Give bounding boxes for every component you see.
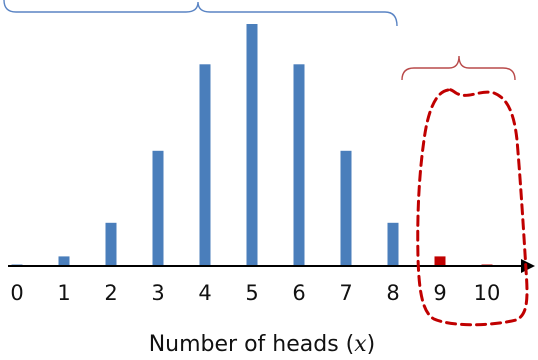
x-axis-title-variable: x xyxy=(354,332,367,357)
x-axis-arrow xyxy=(521,259,535,273)
dashed-tail-outline xyxy=(416,88,529,327)
x-tick-label-7: 7 xyxy=(339,281,352,305)
x-tick-label-9: 9 xyxy=(433,281,446,305)
bracket-right xyxy=(401,55,516,81)
x-tick-label-8: 8 xyxy=(386,281,399,305)
x-axis-title: Number of heads (x) xyxy=(149,332,376,357)
bar-5 xyxy=(246,24,258,266)
x-tick-label-0: 0 xyxy=(10,281,23,305)
x-tick-label-4: 4 xyxy=(198,281,211,305)
x-tick-label-5: 5 xyxy=(245,281,258,305)
bar-2 xyxy=(105,222,117,266)
x-tick-label-6: 6 xyxy=(292,281,305,305)
x-tick-label-1: 1 xyxy=(57,281,70,305)
x-tick-label-3: 3 xyxy=(151,281,164,305)
x-axis-title-suffix: ) xyxy=(367,332,376,357)
bar-8 xyxy=(387,222,399,266)
bar-4 xyxy=(199,64,211,266)
bar-3 xyxy=(152,150,164,266)
bar-1 xyxy=(58,256,70,266)
bar-6 xyxy=(293,64,305,266)
bars-group xyxy=(11,24,493,266)
x-tick-label-10: 10 xyxy=(474,281,501,305)
tick-labels-group: 0 1 2 3 4 5 6 7 8 9 10 xyxy=(10,281,500,305)
bar-7 xyxy=(340,150,352,266)
bar-9 xyxy=(434,256,446,266)
x-axis-title-prefix: Number of heads ( xyxy=(149,332,355,357)
bracket-left xyxy=(3,0,398,27)
x-tick-label-2: 2 xyxy=(104,281,117,305)
